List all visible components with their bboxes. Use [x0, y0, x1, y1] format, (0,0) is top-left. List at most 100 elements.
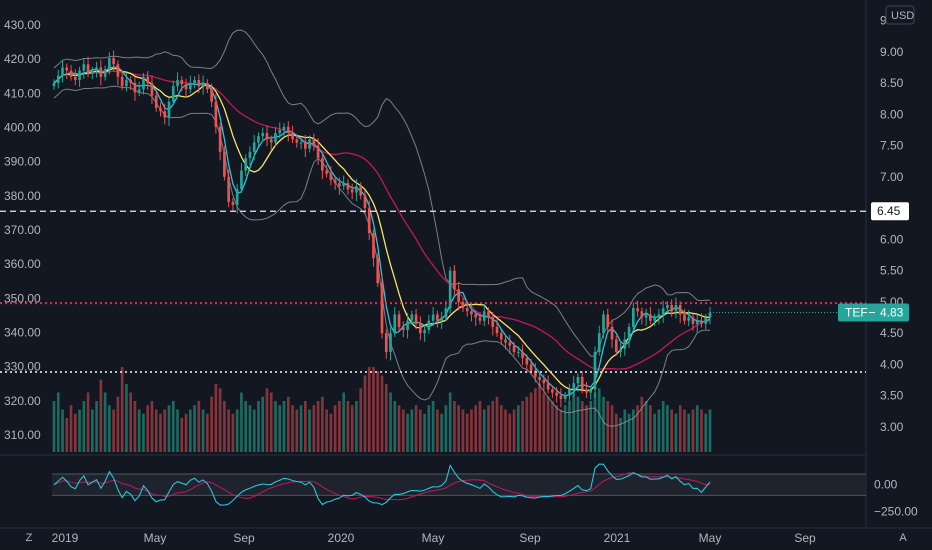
candle-body[interactable] [355, 186, 358, 193]
time-axis[interactable]: 2019 May Sep 2020 May Sep 2021 May Sep Z A [26, 531, 908, 545]
candle-body[interactable] [568, 389, 571, 396]
candle-body[interactable] [470, 311, 473, 315]
candle-body[interactable] [346, 183, 350, 190]
candle-body[interactable] [171, 86, 175, 102]
candle-body[interactable] [521, 351, 524, 359]
candle-body[interactable] [184, 84, 188, 90]
time-axis-tick-label[interactable]: May [699, 531, 722, 545]
candle-body[interactable] [678, 305, 682, 315]
candle-body[interactable] [252, 142, 256, 152]
candle-body[interactable] [427, 320, 431, 331]
candle-body[interactable] [401, 326, 405, 331]
candle-body[interactable] [291, 133, 294, 140]
candle-body[interactable] [700, 320, 703, 324]
time-axis-tick-label[interactable]: 2020 [328, 531, 355, 545]
candle-body[interactable] [474, 314, 478, 318]
candle-body[interactable] [572, 383, 576, 390]
candle-body[interactable] [657, 314, 661, 318]
candle-body[interactable] [95, 67, 98, 71]
candle-body[interactable] [593, 351, 597, 390]
candle-body[interactable] [563, 395, 567, 399]
candle-body[interactable] [704, 317, 708, 324]
candle-body[interactable] [384, 333, 388, 352]
candle-body[interactable] [116, 64, 120, 77]
candle-body[interactable] [206, 83, 209, 90]
candle-body[interactable] [504, 339, 507, 343]
candle-body[interactable] [214, 101, 218, 127]
candle-body[interactable] [508, 342, 512, 346]
candle-body[interactable] [606, 314, 610, 327]
candle-body[interactable] [499, 333, 503, 340]
candle-body[interactable] [525, 358, 529, 365]
candle-body[interactable] [248, 151, 252, 159]
candle-body[interactable] [555, 392, 558, 396]
candle-body[interactable] [627, 326, 631, 340]
candle-body[interactable] [163, 111, 167, 118]
candle-body[interactable] [154, 95, 158, 109]
candle-body[interactable] [482, 311, 486, 321]
candle-body[interactable] [240, 170, 243, 190]
candle-body[interactable] [223, 151, 226, 177]
candle-body[interactable] [103, 69, 107, 77]
candle-body[interactable] [708, 312, 712, 318]
candle-body[interactable] [589, 389, 593, 393]
candle-body[interactable] [529, 364, 533, 371]
candle-body[interactable] [69, 70, 73, 77]
candle-body[interactable] [350, 189, 354, 193]
auto-scale-button[interactable]: A [899, 532, 907, 544]
candle-body[interactable] [440, 317, 443, 321]
candle-body[interactable] [188, 83, 192, 90]
candle-body[interactable] [653, 317, 656, 321]
candle-body[interactable] [176, 79, 179, 87]
candle-body[interactable] [78, 70, 81, 80]
candle-body[interactable] [661, 308, 665, 315]
candle-body[interactable] [640, 311, 644, 318]
candle-body[interactable] [457, 289, 460, 302]
candle-body[interactable] [559, 395, 563, 399]
candle-body[interactable] [695, 320, 699, 324]
candle-body[interactable] [129, 79, 132, 84]
candle-body[interactable] [610, 326, 614, 340]
candle-body[interactable] [201, 83, 205, 87]
candle-body[interactable] [380, 283, 384, 334]
candle-body[interactable] [542, 380, 546, 384]
candle-body[interactable] [65, 67, 69, 71]
candle-body[interactable] [338, 183, 341, 187]
candle-body[interactable] [478, 317, 482, 321]
candle-body[interactable] [321, 158, 324, 171]
candle-body[interactable] [397, 314, 401, 327]
candle-body[interactable] [304, 142, 307, 149]
candle-body[interactable] [108, 58, 111, 70]
candle-body[interactable] [73, 76, 77, 80]
candle-body[interactable] [614, 339, 618, 352]
candle-body[interactable] [674, 305, 678, 312]
candle-body[interactable] [551, 389, 554, 393]
candle-body[interactable] [146, 76, 150, 84]
candle-body[interactable] [619, 348, 622, 352]
candle-body[interactable] [308, 139, 311, 149]
candle-body[interactable] [461, 301, 465, 309]
candle-body[interactable] [585, 389, 588, 393]
candle-body[interactable] [363, 195, 367, 209]
candle-body[interactable] [142, 76, 145, 90]
candle-body[interactable] [495, 326, 499, 334]
candle-body[interactable] [197, 79, 201, 87]
candle-body[interactable] [333, 179, 337, 184]
candle-body[interactable] [231, 201, 235, 205]
candle-body[interactable] [644, 314, 648, 318]
candle-body[interactable] [389, 333, 392, 352]
time-axis-tick-label[interactable]: Sep [794, 531, 816, 545]
candle-body[interactable] [623, 339, 627, 349]
candle-body[interactable] [99, 67, 103, 77]
candle-body[interactable] [91, 70, 94, 74]
candle-body[interactable] [453, 270, 456, 290]
time-axis-tick-label[interactable]: 2019 [52, 531, 79, 545]
candle-body[interactable] [150, 83, 154, 96]
candle-body[interactable] [602, 314, 605, 334]
candle-body[interactable] [376, 258, 380, 284]
candle-body[interactable] [393, 314, 397, 334]
candle-body[interactable] [82, 64, 86, 71]
candle-body[interactable] [180, 79, 184, 85]
candle-body[interactable] [282, 126, 286, 130]
